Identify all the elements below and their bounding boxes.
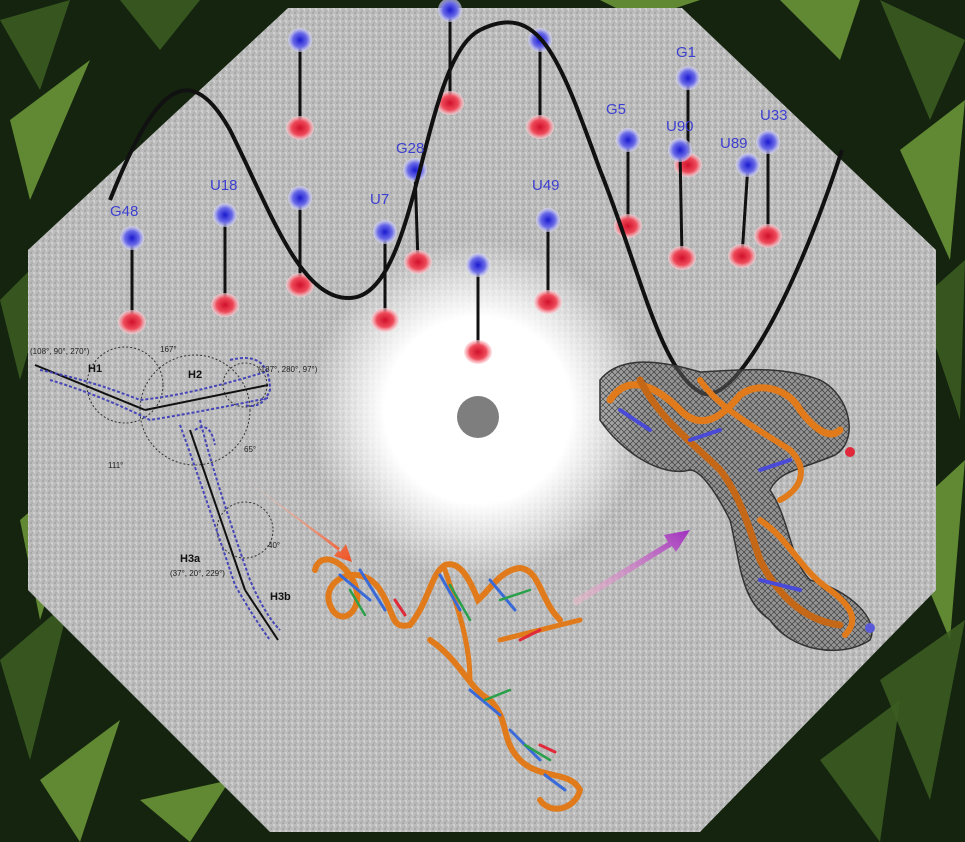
angle-label-2: 111° — [108, 461, 123, 470]
helix-label-h3a: H3a — [180, 553, 201, 565]
angle-label-4: 40° — [268, 541, 280, 550]
blue-peak — [438, 0, 462, 22]
blue-peak — [756, 130, 780, 154]
residue-labels: G48 U18 U7 G28 U49 G5 G1 U90 U89 U33 — [110, 44, 788, 220]
blue-peak — [536, 208, 560, 232]
red-peak — [534, 290, 562, 314]
beam-stop — [457, 396, 499, 438]
red-peak — [286, 273, 314, 297]
residue-label: U18 — [210, 177, 238, 194]
coord-label-2: (187°, 280°, 97°) — [258, 365, 318, 374]
rna-3d-model — [312, 556, 584, 812]
helix-label-h3b: H3b — [270, 591, 291, 603]
angle-label-1: 167° — [160, 345, 177, 354]
red-peak — [211, 293, 239, 317]
peak-link — [678, 149, 684, 259]
residue-label: U33 — [760, 107, 788, 124]
residue-label: G5 — [606, 101, 626, 118]
arrow-to-envelope — [572, 530, 690, 606]
blue-peak — [288, 28, 312, 52]
helix-schematic: H1 H2 H3a H3b 167° 111° 65° 40° (108°, 9… — [30, 345, 318, 641]
red-peak — [404, 250, 432, 274]
red-peak — [436, 91, 464, 115]
residue-label: U89 — [720, 135, 748, 152]
blue-peak — [288, 186, 312, 210]
residue-label: G48 — [110, 203, 138, 220]
helix-label-h2: H2 — [188, 369, 202, 381]
molecular-envelope — [599, 361, 875, 652]
blue-peak — [668, 138, 692, 162]
nmr-peaks — [118, 0, 782, 364]
blue-peak — [676, 66, 700, 90]
helix-label-h1: H1 — [88, 363, 102, 375]
residue-label: U49 — [532, 177, 560, 194]
angle-label-3: 65° — [244, 445, 256, 454]
red-peak — [464, 340, 492, 364]
coord-label-3: (37°, 20°, 229°) — [170, 569, 225, 578]
red-peak — [728, 244, 756, 268]
blue-peak — [120, 226, 144, 250]
blue-peak — [373, 220, 397, 244]
red-peak — [371, 308, 399, 332]
arrow-to-model — [246, 480, 352, 562]
residue-label: G28 — [396, 140, 424, 157]
residue-label: U7 — [370, 191, 389, 208]
red-peak — [754, 224, 782, 248]
residue-label: U90 — [666, 118, 694, 135]
blue-peak — [466, 253, 490, 277]
red-peak — [526, 115, 554, 139]
blue-peak — [616, 128, 640, 152]
residue-label: G1 — [676, 44, 696, 61]
peak-link — [740, 164, 750, 257]
red-peak — [286, 116, 314, 140]
red-peak — [668, 246, 696, 270]
red-peak — [118, 310, 146, 334]
coord-label-1: (108°, 90°, 270°) — [30, 347, 90, 356]
blue-peak — [213, 203, 237, 227]
blue-peak — [736, 153, 760, 177]
